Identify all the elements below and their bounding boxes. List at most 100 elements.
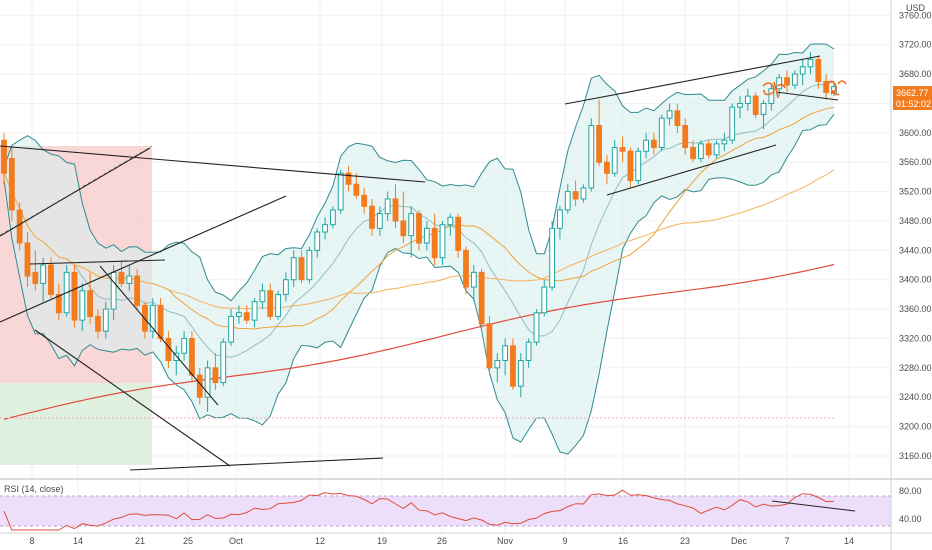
time-axis: 8 14 21 25 Oct 12 19 26 Nov 9 16 23 Dec 7 14 bbox=[0, 532, 932, 546]
candle-body-105 bbox=[823, 80, 830, 93]
candle-body-58 bbox=[455, 216, 462, 251]
candle-body-86 bbox=[674, 110, 681, 126]
candle-body-72 bbox=[564, 191, 571, 211]
candle-body-80 bbox=[627, 150, 634, 182]
candle-body-35 bbox=[275, 293, 281, 317]
candle-body-47 bbox=[369, 205, 375, 229]
candle-body-42 bbox=[329, 209, 336, 226]
candle-body-95 bbox=[744, 95, 751, 104]
candle-body-29 bbox=[228, 315, 234, 343]
last-price-box bbox=[893, 86, 932, 110]
candle-body-79 bbox=[619, 147, 626, 152]
rsi-divergence-line bbox=[771, 500, 856, 512]
candle-body-46 bbox=[361, 194, 368, 207]
price-tick-8: 3480.00 bbox=[899, 216, 932, 226]
candle-body-67 bbox=[525, 341, 532, 361]
time-tick-3: 25 bbox=[183, 536, 193, 546]
trendline-8 bbox=[564, 55, 821, 105]
trendline-2 bbox=[0, 195, 287, 323]
trendline-1 bbox=[0, 145, 426, 183]
candle-body-9 bbox=[71, 271, 78, 321]
price-tick-3: 3280.00 bbox=[899, 363, 932, 373]
countdown-value: 01:52:02 bbox=[896, 99, 931, 109]
candle-body-34 bbox=[267, 290, 274, 317]
time-tick-0: 8 bbox=[29, 536, 34, 546]
candle-body-52 bbox=[408, 213, 415, 237]
candle-body-71 bbox=[557, 209, 563, 229]
candle-body-41 bbox=[322, 224, 328, 233]
candle-body-31 bbox=[243, 312, 250, 321]
candle-body-5 bbox=[40, 264, 47, 284]
price-tick-labels: 3160.00 3200.00 3240.00 3280.00 3320.00 3360.… bbox=[899, 10, 932, 461]
candle-body-19 bbox=[149, 304, 156, 332]
price-tick-14: 3720.00 bbox=[899, 40, 932, 50]
candle-body-13 bbox=[102, 308, 109, 332]
candle-body-7 bbox=[55, 293, 62, 314]
candle-body-88 bbox=[690, 147, 696, 160]
candle-body-73 bbox=[572, 191, 579, 200]
candle-body-91 bbox=[713, 143, 720, 156]
candle-body-76 bbox=[596, 125, 602, 163]
price-tick-2: 3240.00 bbox=[899, 392, 932, 402]
candle-body-61 bbox=[478, 271, 485, 325]
candle-body-62 bbox=[486, 323, 493, 369]
price-tick-11: 3600.00 bbox=[899, 128, 932, 138]
time-tick-14: 14 bbox=[844, 536, 854, 546]
hand-drawn-marks bbox=[762, 80, 847, 99]
candle-body-20 bbox=[157, 304, 164, 339]
trendline-3 bbox=[0, 147, 151, 237]
candle-body-60 bbox=[470, 271, 477, 288]
candle-body-69 bbox=[541, 286, 548, 314]
candle-body-30 bbox=[236, 312, 242, 317]
candle-body-38 bbox=[298, 257, 305, 281]
time-tick-6: 19 bbox=[377, 536, 387, 546]
trendline-9 bbox=[606, 144, 777, 196]
candle-body-66 bbox=[517, 360, 524, 387]
annotation-scribble-2 bbox=[824, 80, 847, 96]
candle-body-63 bbox=[494, 360, 501, 369]
price-tick-5: 3360.00 bbox=[899, 304, 932, 314]
candle-body-77 bbox=[604, 161, 610, 174]
time-tick-4: Oct bbox=[229, 536, 244, 546]
trendlines bbox=[0, 55, 839, 471]
candle-body-10 bbox=[79, 290, 86, 321]
candle-body-11 bbox=[87, 290, 94, 317]
candle-body-3 bbox=[24, 242, 31, 277]
trendline-5 bbox=[34, 329, 231, 467]
candle-body-39 bbox=[306, 249, 313, 281]
candle-body-97 bbox=[760, 102, 767, 115]
trendline-6 bbox=[99, 265, 219, 406]
candle-body-36 bbox=[282, 279, 289, 295]
currency-label: USD bbox=[906, 3, 926, 13]
candle-body-49 bbox=[384, 198, 391, 215]
bollinger-upper-band bbox=[3, 43, 835, 302]
candle-body-45 bbox=[353, 183, 360, 196]
annotation-scribble-1 bbox=[762, 81, 786, 99]
trendline-10 bbox=[775, 91, 839, 101]
candle-body-94 bbox=[737, 102, 743, 108]
candle-body-26 bbox=[204, 367, 211, 398]
candle-body-90 bbox=[705, 143, 712, 156]
moving-average-slow bbox=[3, 263, 835, 420]
rsi-label: RSI (14, close) bbox=[4, 484, 64, 494]
candle-body-59 bbox=[463, 249, 469, 288]
candle-body-78 bbox=[611, 147, 618, 174]
candle-body-33 bbox=[259, 290, 266, 303]
price-tick-10: 3560.00 bbox=[899, 157, 932, 167]
candle-body-27 bbox=[212, 367, 219, 384]
candlesticks bbox=[1, 52, 837, 412]
candle-body-22 bbox=[173, 352, 180, 361]
candle-body-89 bbox=[697, 143, 704, 160]
candle-body-65 bbox=[510, 345, 516, 387]
candle-body-101 bbox=[791, 73, 798, 86]
trade-dashed-line bbox=[0, 145, 153, 236]
time-tick-labels: 8 14 21 25 Oct 12 19 26 Nov 9 16 23 Dec 7 14 bbox=[29, 536, 854, 546]
candle-body-6 bbox=[48, 264, 54, 295]
candle-body-92 bbox=[721, 139, 728, 145]
candle-body-28 bbox=[220, 341, 227, 384]
candle-body-64 bbox=[502, 345, 509, 361]
candle-body-51 bbox=[400, 220, 407, 237]
last-price-tag: 3662.77 01:52:02 bbox=[893, 86, 932, 110]
price-tick-7: 3440.00 bbox=[899, 245, 932, 255]
